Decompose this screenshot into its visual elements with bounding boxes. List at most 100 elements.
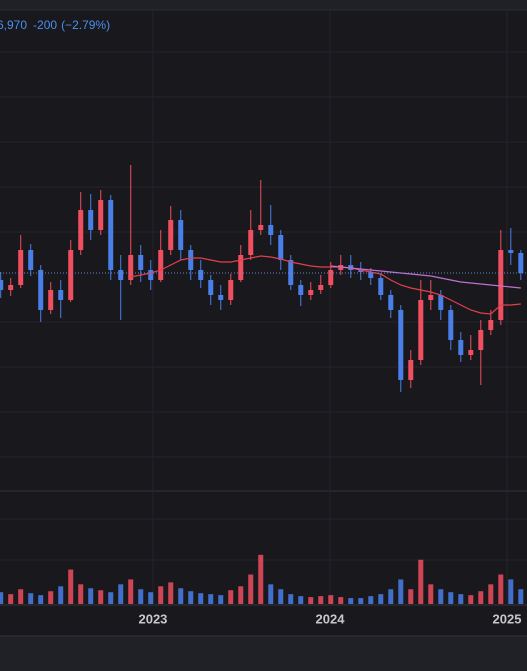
volume-bar (78, 584, 84, 604)
candle-body (358, 270, 364, 272)
candle-body (248, 230, 254, 255)
candle-body (488, 320, 494, 330)
top-bar (0, 0, 527, 10)
candle-body (258, 225, 264, 230)
volume-bar (228, 590, 234, 604)
volume-bar (98, 590, 104, 604)
x-tick-label: 2024 (316, 611, 346, 626)
volume-bar (278, 589, 284, 604)
volume-bar (418, 559, 424, 604)
candle-body (138, 255, 144, 270)
candle-body (208, 280, 214, 295)
candle-body (448, 310, 454, 340)
candle-body (288, 260, 294, 285)
candle-body (378, 278, 384, 295)
candle-body (28, 250, 34, 270)
volume-bar (398, 579, 404, 604)
volume-bar (28, 593, 34, 604)
candle-body (18, 250, 24, 285)
x-tick-label: 2025 (493, 611, 522, 626)
x-tick-label: 2023 (138, 611, 167, 626)
volume-bar (238, 586, 244, 604)
candle-body (98, 200, 104, 230)
candle-body (268, 225, 274, 235)
last-price: 6,970 (0, 18, 27, 32)
candle-body (188, 250, 194, 270)
candle-body (328, 270, 334, 285)
volume-bar (438, 589, 444, 604)
volume-bar (178, 588, 184, 604)
volume-bar (48, 591, 54, 604)
volume-bar (498, 574, 504, 604)
candle-body (128, 255, 134, 280)
volume-bar (208, 594, 214, 604)
moving-average (330, 265, 521, 289)
volume-bar (488, 584, 494, 604)
candle-body (418, 300, 424, 360)
volume-bar (348, 598, 354, 604)
candle-body (158, 250, 164, 280)
volume-bar (508, 579, 514, 604)
candle-body (298, 285, 304, 295)
candle-body (468, 350, 474, 355)
volume-bar (358, 598, 364, 604)
volume-bar (288, 594, 294, 604)
candle-body (318, 285, 324, 290)
candle-body (508, 250, 514, 253)
volume-bar (458, 594, 464, 604)
volume-bar (328, 595, 334, 604)
change: -200 (33, 18, 57, 32)
candle-body (228, 280, 234, 300)
candle-body (148, 270, 154, 280)
volume-bar (258, 554, 264, 604)
volume-bar (298, 596, 304, 604)
candle-body (78, 210, 84, 250)
change-pct: (−2.79%) (61, 18, 110, 32)
volume-bar (268, 584, 274, 604)
candle-body (58, 290, 64, 300)
volume-bar (88, 588, 94, 604)
volume-bar (58, 586, 64, 604)
volume-bar (408, 589, 414, 604)
volume-bar (198, 593, 204, 604)
candle-body (38, 270, 44, 310)
candle-body (178, 220, 184, 250)
volume-bar (68, 569, 74, 604)
price-header: 6,970 -200 (−2.79%) (0, 18, 110, 32)
candle-body (458, 340, 464, 355)
candle-body (478, 330, 484, 350)
volume-bar (338, 597, 344, 604)
volume-bar (368, 596, 374, 604)
candle-body (368, 272, 374, 278)
candle-body (388, 295, 394, 310)
volume-bar (138, 589, 144, 604)
candle-body (518, 253, 524, 273)
volume-bar (188, 591, 194, 604)
volume-bar (428, 584, 434, 604)
volume-bar (38, 595, 44, 604)
candle-body (428, 295, 434, 300)
volume-bar (248, 574, 254, 604)
volume-bar (108, 592, 114, 604)
volume-bar (168, 582, 174, 604)
volume-bar (158, 586, 164, 604)
candle-body (88, 210, 94, 230)
candle-body (48, 290, 54, 310)
volume-bar (518, 589, 524, 604)
volume-bar (8, 594, 14, 604)
volume-bar (318, 596, 324, 604)
candle-body (238, 255, 244, 280)
candle-body (68, 250, 74, 300)
volume-bar (308, 597, 314, 604)
candle-body (278, 235, 284, 260)
candle-body (168, 220, 174, 250)
volume-bar (128, 579, 134, 604)
candle-body (438, 295, 444, 310)
volume-bar (478, 591, 484, 604)
candle-body (0, 280, 4, 290)
volume-bar (118, 584, 124, 604)
volume-bar (218, 595, 224, 604)
